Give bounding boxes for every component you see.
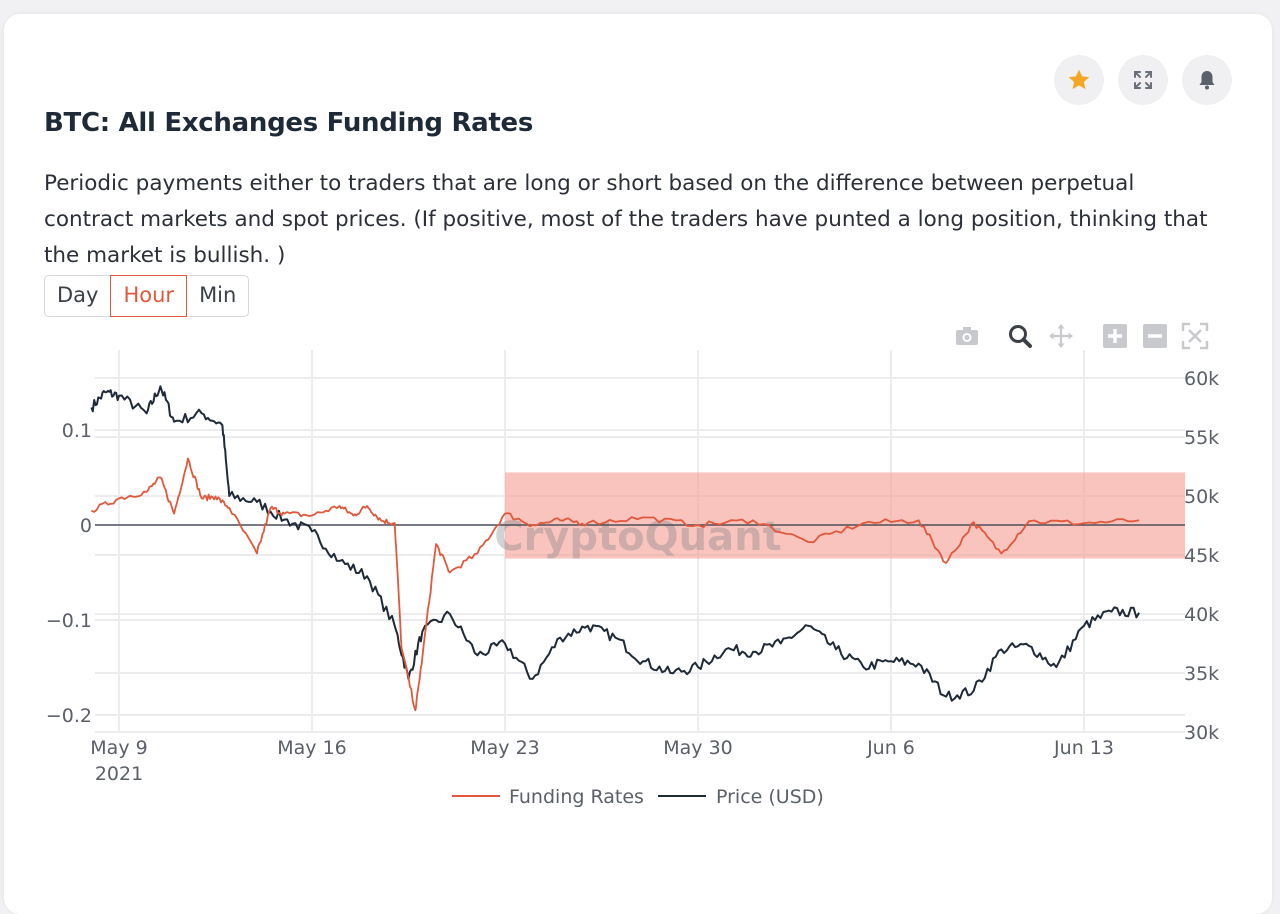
legend-price-label[interactable]: Price (USD)	[716, 786, 824, 808]
tab-day[interactable]: Day	[57, 283, 99, 307]
y-right-tick-label: 40k	[1184, 604, 1219, 626]
bell-button[interactable]	[1182, 55, 1232, 105]
tab-hour[interactable]: Hour	[110, 275, 188, 317]
pan-icon[interactable]	[1047, 322, 1075, 350]
zoom-icon[interactable]	[1006, 322, 1034, 350]
x-tick-label: May 9	[90, 737, 147, 759]
y-left-tick-label: 0.1	[62, 420, 92, 442]
x-tick-label: May 30	[663, 737, 733, 759]
y-right-tick-label: 35k	[1184, 663, 1219, 685]
chart-description: Periodic payments either to traders that…	[44, 171, 1208, 268]
expand-button[interactable]	[1118, 55, 1168, 105]
bell-icon	[1199, 71, 1215, 90]
watermark: CryptoQuant	[494, 514, 781, 560]
y-right-tick-label: 50k	[1184, 486, 1219, 508]
x-year-label: 2021	[95, 763, 143, 785]
expand-icon	[1134, 71, 1152, 89]
interval-tabs: Day Hour Min	[44, 275, 250, 317]
chart-card	[4, 14, 1272, 914]
tab-min[interactable]: Min	[199, 283, 237, 307]
highlight-region	[505, 472, 1185, 559]
price-series-line	[90, 385, 1140, 702]
x-tick-label: Jun 13	[1053, 737, 1114, 759]
x-tick-label: Jun 6	[866, 737, 915, 759]
legend-funding-label[interactable]: Funding Rates	[509, 786, 644, 808]
y-right-tick-label: 30k	[1184, 722, 1219, 744]
x-tick-label: May 23	[470, 737, 540, 759]
zoom-out-icon[interactable]	[1141, 322, 1169, 350]
star-button[interactable]	[1054, 55, 1104, 105]
star-icon	[1068, 69, 1090, 90]
camera-icon[interactable]	[953, 322, 981, 350]
y-left-tick-label: 0	[80, 515, 92, 537]
y-left-tick-label: −0.2	[46, 705, 92, 727]
y-right-tick-label: 55k	[1184, 427, 1219, 449]
y-right-tick-label: 60k	[1184, 368, 1219, 390]
y-right-tick-label: 45k	[1184, 545, 1219, 567]
autoscale-icon[interactable]	[1181, 322, 1209, 350]
funding-rate-series-line	[91, 457, 1140, 712]
x-tick-label: May 16	[277, 737, 347, 759]
y-left-tick-label: −0.1	[46, 610, 92, 632]
zoom-in-icon[interactable]	[1101, 322, 1129, 350]
page-title: BTC: All Exchanges Funding Rates	[44, 108, 534, 138]
